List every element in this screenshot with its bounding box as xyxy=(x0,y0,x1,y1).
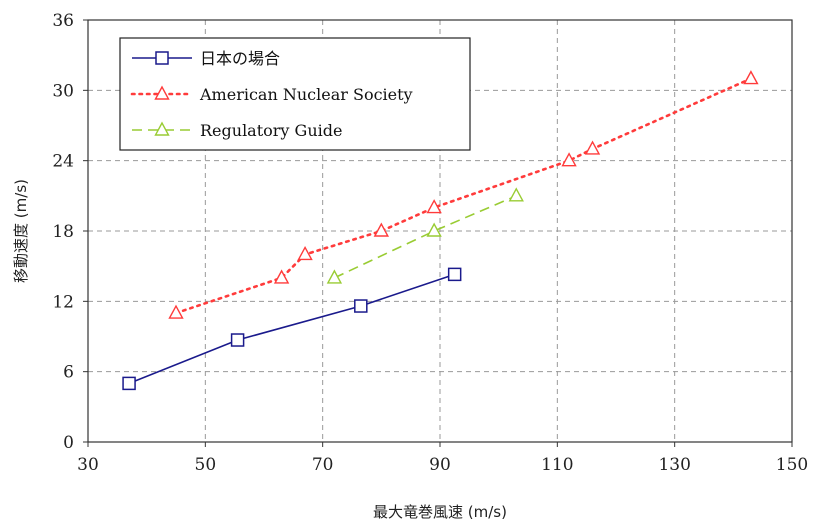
data-point xyxy=(584,140,601,155)
data-point xyxy=(447,267,462,282)
legend-marker xyxy=(154,121,170,136)
legend-label: 日本の場合 xyxy=(200,49,280,68)
y-tick-label: 36 xyxy=(52,11,74,31)
data-point xyxy=(230,333,245,347)
y-tick-label: 12 xyxy=(52,292,74,312)
data-point xyxy=(373,222,390,237)
data-point xyxy=(354,299,368,313)
tick-labels: 30 50 70 90 110 130 150 0 6 12 18 24 30 36 xyxy=(52,11,808,475)
data-point xyxy=(122,376,136,391)
x-tick-label: 30 xyxy=(77,455,99,475)
data-point xyxy=(297,245,313,261)
legend: 日本の場合 American Nuclear Society Regulatory … xyxy=(119,37,471,151)
x-tick-label: 110 xyxy=(541,455,573,475)
series-0 xyxy=(122,267,462,391)
legend-label: Regulatory Guide xyxy=(200,121,342,140)
y-tick-label: 30 xyxy=(52,81,74,101)
data-point xyxy=(168,304,184,319)
y-tick-label: 18 xyxy=(52,222,74,242)
series-2 xyxy=(326,187,524,284)
legend-marker xyxy=(155,51,169,65)
data-point xyxy=(508,187,524,202)
data-point xyxy=(426,222,442,237)
legend-label: American Nuclear Society xyxy=(199,85,413,104)
x-axis-label: 最大竜巻風速 (m/s) xyxy=(373,503,507,521)
data-point xyxy=(326,269,343,284)
x-tick-label: 150 xyxy=(776,455,808,475)
x-tick-label: 130 xyxy=(658,455,690,475)
x-tick-label: 90 xyxy=(429,455,451,475)
series-line xyxy=(334,195,517,279)
legend-marker xyxy=(154,85,170,100)
y-axis-label: 移動速度 (m/s) xyxy=(12,179,30,283)
x-tick-label: 50 xyxy=(195,455,217,475)
data-point xyxy=(743,70,759,85)
series-line xyxy=(128,273,455,385)
x-tick-label: 70 xyxy=(312,455,334,475)
data-point xyxy=(561,152,577,167)
series-layer xyxy=(122,70,759,391)
y-tick-label: 24 xyxy=(52,152,74,172)
data-point xyxy=(426,199,442,214)
y-tick-label: 6 xyxy=(63,363,74,383)
series-1 xyxy=(168,70,759,319)
data-point xyxy=(273,269,290,284)
y-tick-label: 0 xyxy=(63,433,74,453)
grid xyxy=(88,20,792,442)
